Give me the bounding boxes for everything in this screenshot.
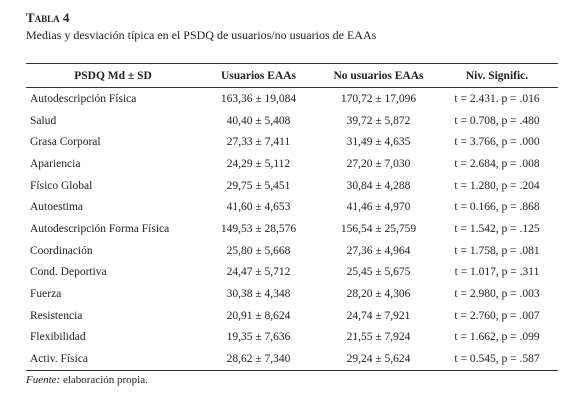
table-cell: 29,75 ± 5,451: [226, 179, 291, 192]
table-cell: Grasa Corporal: [30, 136, 101, 149]
table-cell: t = 1.280, p = .204: [454, 179, 540, 192]
table-cell: t = 1.758, p = .081: [454, 244, 540, 257]
table-cell: 41,46 ± 4,970: [346, 201, 411, 214]
table-cell: Salud: [30, 114, 57, 127]
table-cell: Autoestima: [30, 201, 84, 214]
table-cell: Fuerza: [30, 288, 62, 301]
column-header: Usuarios EAAs: [196, 63, 321, 88]
table-cell: 24,47 ± 5,712: [226, 266, 291, 279]
table-cell: 28,20 ± 4,306: [346, 288, 411, 301]
column-header: PSDQ Md ± SD: [26, 63, 196, 88]
table-cell: 31,49 ± 4,635: [346, 136, 411, 149]
table-cell: 27,36 ± 4,964: [346, 244, 411, 257]
table-row: Físico Global 29,75 ± 5,451 30,84 ± 4,288 t…: [26, 175, 558, 197]
table-title: Tabla 4: [26, 10, 70, 25]
table-row: Salud 40,40 ± 5,408 39,72 ± 5,872 t = 0.708…: [26, 110, 558, 132]
table-cell: 30,38 ± 4,348: [226, 288, 291, 301]
table-cell: Resistencia: [30, 309, 83, 322]
table-row: Autodescripción Física 163,36 ± 19,084 170…: [26, 88, 558, 110]
table-cell: t = 2.431. p = .016: [454, 92, 540, 105]
table-cell: 40,40 ± 5,408: [226, 114, 291, 127]
table-subtitle: Medias y desviación típica en el PSDQ de…: [26, 28, 377, 42]
footnote: Fuente: elaboración propia.: [26, 374, 148, 386]
table-cell: 149,53 ± 28,576: [220, 222, 297, 235]
table-cell: 27,20 ± 7,030: [346, 157, 411, 170]
table-cell: 28,62 ± 7,340: [196, 348, 321, 371]
table-cell: t = 3.766, p = .000: [454, 136, 540, 149]
column-header: Niv. Signific.: [436, 63, 558, 88]
table-cell: 25,45 ± 5,675: [346, 266, 411, 279]
table-row: Grasa Corporal 27,33 ± 7,411 31,49 ± 4,635…: [26, 131, 558, 153]
table-cell: 39,72 ± 5,872: [346, 114, 411, 127]
table-cell: t = 0.708, p = .480: [454, 114, 540, 127]
table-cell: Coordinación: [30, 244, 93, 257]
column-header: No usuarios EAAs: [321, 63, 436, 88]
table-cell: t = 2.980, p = .003: [454, 288, 540, 301]
table-cell: t = 1.017, p = .311: [454, 266, 540, 279]
table-cell: 156,54 ± 25,759: [340, 222, 417, 235]
table-cell: 19,35 ± 7,636: [226, 331, 291, 344]
table-row: Cond. Deportiva 24,47 ± 5,712 25,45 ± 5,67…: [26, 262, 558, 284]
table-cell: Flexibilidad: [30, 331, 86, 344]
table-row: Coordinación 25,80 ± 5,668 27,36 ± 4,964 t …: [26, 240, 558, 262]
table-row: Autoestima 41,60 ± 4,653 41,46 ± 4,970 t = …: [26, 196, 558, 218]
table-row: Resistencia 20,91 ± 8,624 24,74 ± 7,921 t =…: [26, 305, 558, 327]
table-cell: t = 1.662, p = .099: [454, 331, 540, 344]
table-cell: 170,72 ± 17,096: [340, 92, 417, 105]
table-row: Autodescripción Forma Física 149,53 ± 28,…: [26, 218, 558, 240]
table-cell: Apariencia: [30, 157, 81, 170]
table-cell: t = 2.760, p = .007: [454, 309, 540, 322]
table-row: Activ. Física 28,62 ± 7,340 29,24 ± 5,624 t…: [26, 348, 558, 371]
table-cell: 24,74 ± 7,921: [346, 309, 411, 322]
table-cell: 41,60 ± 4,653: [226, 201, 291, 214]
table-cell: t = 1.542, p = .125: [454, 222, 540, 235]
table-cell: 25,80 ± 5,668: [226, 244, 291, 257]
table-cell: Activ. Física: [26, 348, 196, 371]
footnote-label: Fuente:: [26, 374, 61, 386]
table-cell: t = 0.545, p = .587: [436, 348, 558, 371]
table-row: Apariencia 24,29 ± 5,112 27,20 ± 7,030 t = …: [26, 153, 558, 175]
table-cell: 163,36 ± 19,084: [220, 92, 297, 105]
table-cell: Autodescripción Forma Física: [30, 222, 170, 235]
table-cell: 30,84 ± 4,288: [346, 179, 411, 192]
table-cell: Autodescripción Física: [30, 92, 137, 105]
table-row: Flexibilidad 19,35 ± 7,636 21,55 ± 7,924 t …: [26, 327, 558, 349]
footnote-text: elaboración propia.: [62, 374, 148, 386]
table-cell: 24,29 ± 5,112: [226, 157, 291, 170]
table-cell: 21,55 ± 7,924: [346, 331, 411, 344]
table-cell: t = 2.684, p = .008: [454, 157, 540, 170]
table-cell: Cond. Deportiva: [30, 266, 107, 279]
data-table: PSDQ Md ± SD Usuarios EAAs No usuarios EAA…: [26, 63, 558, 371]
table-cell: Físico Global: [30, 179, 93, 192]
table-body: Autodescripción Física 163,36 ± 19,084 170…: [26, 88, 558, 371]
table-cell: 27,33 ± 7,411: [226, 136, 291, 149]
table-cell: 29,24 ± 5,624: [321, 348, 436, 371]
table-cell: t = 0.166, p = .868: [454, 201, 540, 214]
header-row: PSDQ Md ± SD Usuarios EAAs No usuarios EAA…: [26, 63, 558, 88]
table-cell: 20,91 ± 8,624: [226, 309, 291, 322]
table-row: Fuerza 30,38 ± 4,348 28,20 ± 4,306 t = 2.98…: [26, 283, 558, 305]
